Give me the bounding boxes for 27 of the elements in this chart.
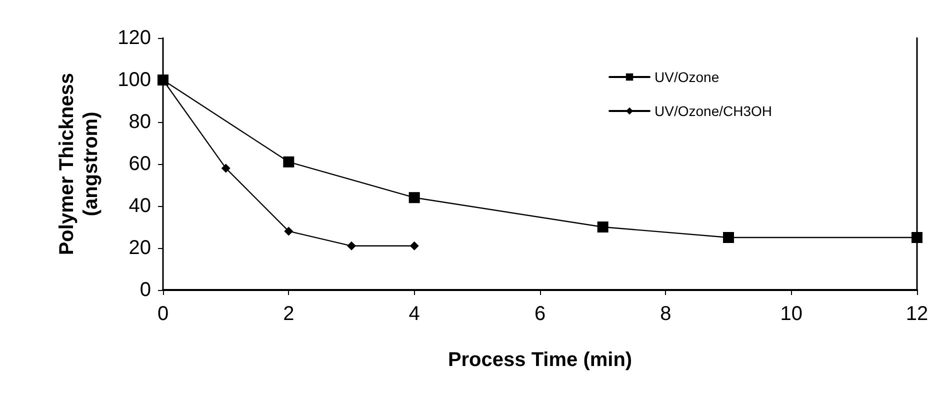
x-tick-label: 2 (283, 303, 294, 325)
x-tick-label: 4 (408, 303, 420, 325)
legend-label: UV/Ozone (654, 69, 720, 85)
point (410, 241, 419, 250)
point (723, 232, 734, 243)
y-tick-label: 80 (128, 111, 151, 133)
point (283, 156, 294, 168)
x-tick-label: 12 (906, 303, 928, 325)
y-tick-label: 40 (128, 195, 151, 217)
point (597, 222, 608, 232)
y-tick-label: 120 (118, 27, 151, 49)
x-axis-title: Process Time (min) (448, 349, 632, 371)
y-tick-label: 60 (128, 153, 151, 175)
y-tick-label: 100 (118, 69, 151, 91)
x-tick-label: 0 (157, 303, 169, 325)
y-tick-label: 0 (140, 279, 151, 301)
point (347, 241, 356, 250)
x-tick-label: 8 (660, 303, 672, 325)
x-tick-label: 10 (780, 303, 802, 325)
point (221, 164, 230, 173)
point (408, 192, 420, 204)
x-tick-label: 6 (534, 303, 546, 325)
point (912, 232, 922, 243)
point (284, 226, 294, 236)
y-axis-title: Polymer Thickness (angstrom) (56, 72, 102, 256)
y-tick-label: 20 (128, 237, 151, 259)
legend-label: UV/Ozone/CH3OH (654, 103, 772, 119)
